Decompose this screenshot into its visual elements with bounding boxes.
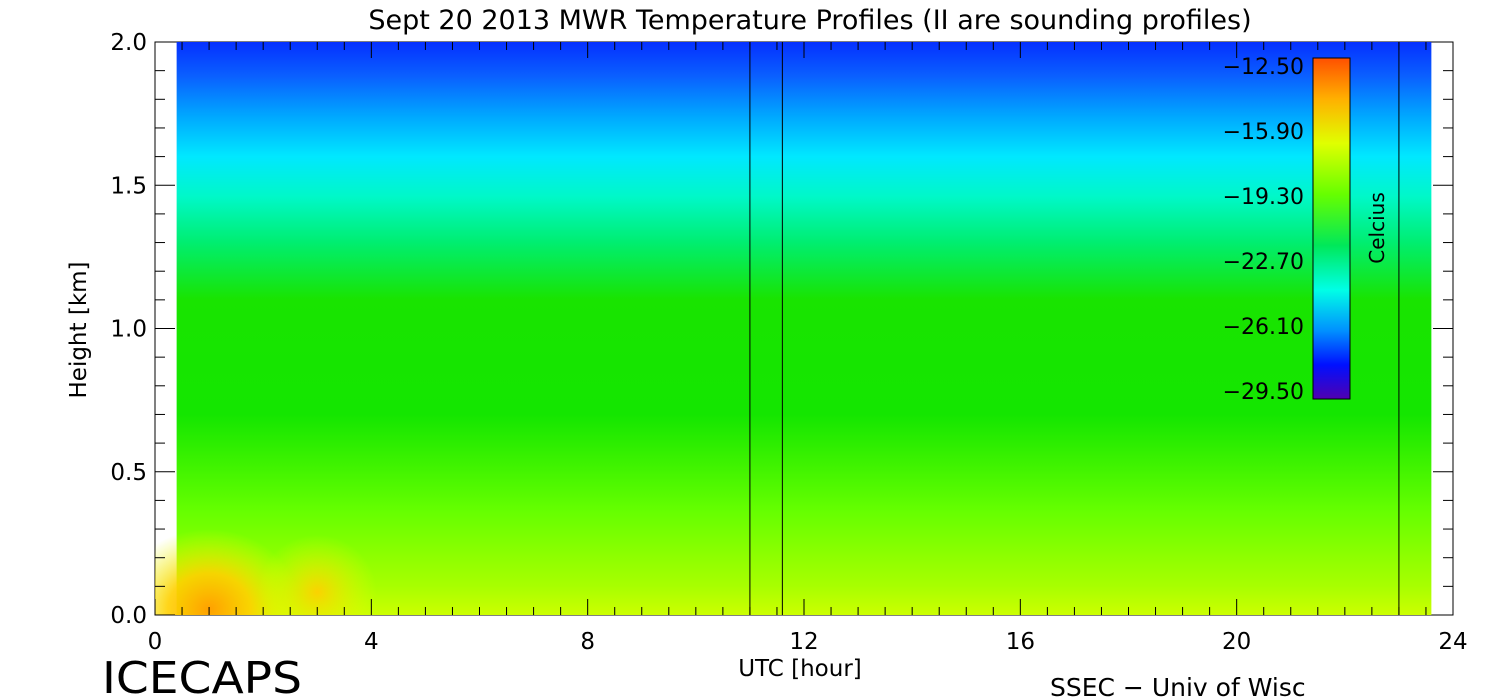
y-tick-label: 1.0	[110, 317, 147, 343]
temperature-field	[155, 42, 1432, 615]
colorbar-tick-label: −22.70	[1223, 250, 1304, 275]
x-tick-label: 16	[1006, 629, 1035, 655]
y-tick-label: 0.0	[110, 603, 147, 629]
y-tick-label: 2.0	[110, 30, 147, 56]
x-tick-label: 8	[580, 629, 595, 655]
icecaps-logo: ICECAPS	[102, 653, 302, 700]
y-axis-label: Height [km]	[66, 261, 92, 398]
credit-text: SSEC − Univ of Wisc	[1050, 673, 1306, 700]
plot-area: 0 4 8 12 16 20 24 0.0 0.5 1.0 1.5 2.0	[110, 30, 1468, 655]
y-tick-label: 0.5	[110, 460, 147, 486]
y-axis-ticks: 0.0 0.5 1.0 1.5 2.0	[110, 30, 1453, 629]
colorbar-tick-label: −15.90	[1223, 120, 1304, 145]
sounding-profile-markers	[749, 42, 1400, 615]
colorbar: −12.50 −15.90 −19.30 −22.70 −26.10 −29.50 Cel…	[1223, 55, 1389, 405]
warm-surface-region-2	[257, 534, 377, 615]
colorbar-tick-label: −29.50	[1223, 380, 1304, 405]
colorbar-scale	[1312, 57, 1351, 400]
colorbar-label: Celcius	[1365, 192, 1389, 263]
x-tick-label: 20	[1222, 629, 1251, 655]
colorbar-tick-label: −19.30	[1223, 185, 1304, 210]
colorbar-ticks: −12.50 −15.90 −19.30 −22.70 −26.10 −29.50	[1223, 55, 1304, 405]
colorbar-tick-label: −12.50	[1223, 55, 1304, 80]
temperature-field-base	[176, 42, 1432, 615]
x-tick-label: 0	[148, 629, 163, 655]
x-axis-label: UTC [hour]	[738, 656, 862, 682]
y-tick-label: 1.5	[110, 173, 147, 199]
colorbar-tick-label: −26.10	[1223, 315, 1304, 340]
x-tick-label: 4	[364, 629, 379, 655]
x-tick-label: 24	[1438, 629, 1467, 655]
x-tick-label: 12	[789, 629, 818, 655]
chart-title: Sept 20 2013 MWR Temperature Profiles (I…	[368, 5, 1251, 36]
x-axis-ticks: 0 4 8 12 16 20 24	[148, 42, 1468, 655]
